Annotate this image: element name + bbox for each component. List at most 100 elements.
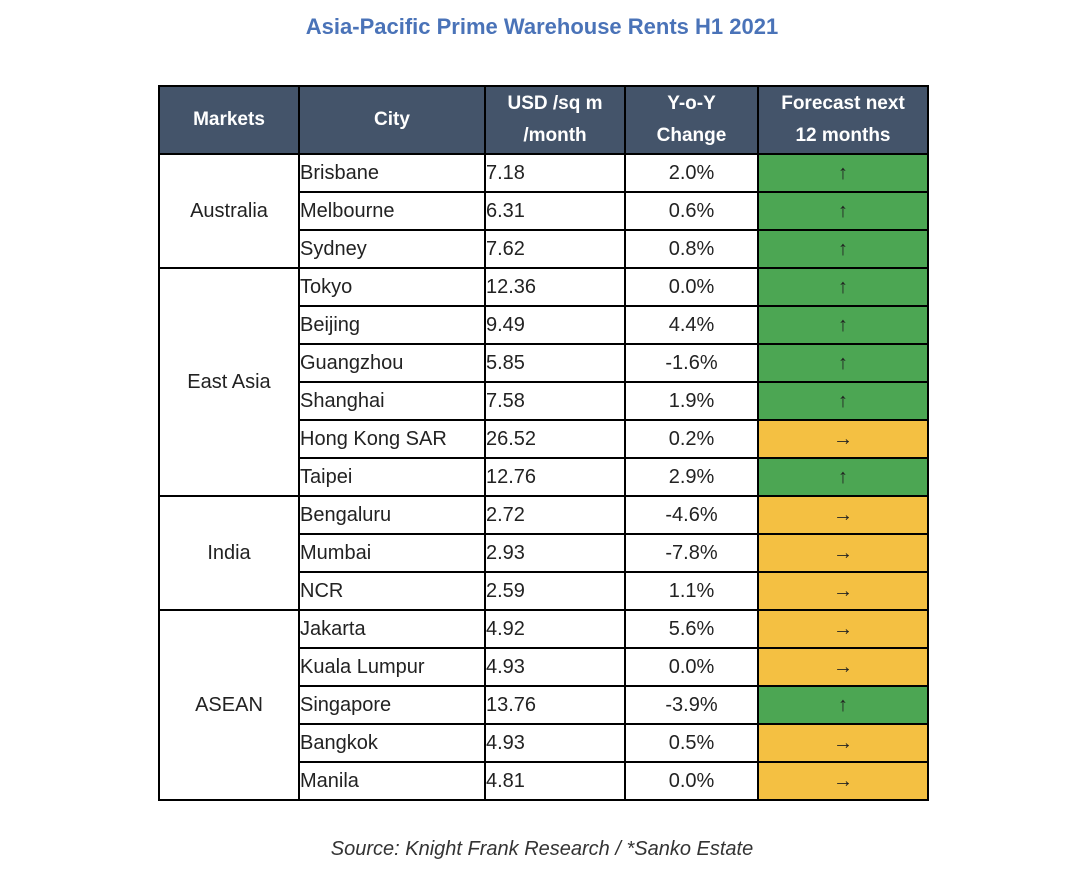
table-row: Taipei 12.76 2.9% ↑ <box>159 457 929 497</box>
forecast-arrow-cell: → <box>757 419 929 459</box>
table-row: Kuala Lumpur 4.93 0.0% → <box>159 647 929 687</box>
header-city: City <box>298 85 486 155</box>
market-cell: India <box>158 495 300 611</box>
yoy-change-cell: 0.8% <box>624 229 759 269</box>
table-row: East Asia Tokyo 12.36 0.0% ↑ <box>158 267 929 497</box>
yoy-change-cell: 0.0% <box>624 761 759 801</box>
forecast-arrow-cell: → <box>757 609 929 649</box>
city-cell: Mumbai <box>298 533 486 573</box>
header-city-label: City <box>374 109 410 130</box>
market-cell: ASEAN <box>158 609 300 801</box>
source-note: Source: Knight Frank Research / *Sanko E… <box>330 838 754 860</box>
forecast-arrow-cell: → <box>757 761 929 801</box>
city-cell: Hong Kong SAR <box>298 419 486 459</box>
forecast-arrow-cell: ↑ <box>757 191 929 231</box>
yoy-change-cell: 2.9% <box>624 457 759 497</box>
forecast-arrow-cell: ↑ <box>757 153 929 193</box>
header-rent-line1: USD /sq m <box>507 93 603 114</box>
header-yoy-line2: Change <box>656 125 727 146</box>
city-cell: Bangkok <box>298 723 486 763</box>
header-markets-label: Markets <box>193 109 265 130</box>
rent-cell: 7.18 <box>484 153 626 193</box>
table-row: Hong Kong SAR 26.52 0.2% → <box>159 419 929 459</box>
rent-cell: 9.49 <box>484 305 626 345</box>
forecast-arrow-cell: → <box>757 495 929 535</box>
yoy-change-cell: 0.2% <box>624 419 759 459</box>
city-cell: Kuala Lumpur <box>298 647 486 687</box>
yoy-change-cell: 0.5% <box>624 723 759 763</box>
rent-cell: 7.62 <box>484 229 626 269</box>
rent-cell: 12.36 <box>484 267 626 307</box>
header-rent-line2: /month <box>523 125 587 146</box>
table-body: Australia Brisbane 7.18 2.0% ↑ Melbourne 6.31 0… <box>158 153 929 801</box>
city-cell: Guangzhou <box>298 343 486 383</box>
yoy-change-cell: 0.0% <box>624 647 759 687</box>
city-cell: Brisbane <box>298 153 486 193</box>
table-row: Guangzhou 5.85 -1.6% ↑ <box>159 343 929 383</box>
warehouse-rents-table: Markets City USD /sq m /month Y-o-Y Chan… <box>158 85 929 801</box>
city-cell: Bengaluru <box>298 495 486 535</box>
rent-cell: 2.59 <box>484 571 626 611</box>
header-row: Markets City USD /sq m /month Y-o-Y Chan… <box>158 85 929 155</box>
table-row: Mumbai 2.93 -7.8% → <box>159 533 929 573</box>
city-cell: Jakarta <box>298 609 486 649</box>
rent-cell: 26.52 <box>484 419 626 459</box>
table-row: Melbourne 6.31 0.6% ↑ <box>159 191 929 231</box>
table-row: Manila 4.81 0.0% → <box>159 761 929 801</box>
city-cell: Singapore <box>298 685 486 725</box>
rent-cell: 13.76 <box>484 685 626 725</box>
table-row: Singapore 13.76 -3.9% ↑ <box>159 685 929 725</box>
forecast-arrow-cell: ↑ <box>757 685 929 725</box>
forecast-arrow-cell: → <box>757 533 929 573</box>
yoy-change-cell: 5.6% <box>624 609 759 649</box>
yoy-change-cell: -4.6% <box>624 495 759 535</box>
yoy-change-cell: -3.9% <box>624 685 759 725</box>
forecast-arrow-cell: ↑ <box>757 229 929 269</box>
forecast-arrow-cell: → <box>757 647 929 687</box>
forecast-arrow-cell: → <box>757 723 929 763</box>
rent-cell: 4.81 <box>484 761 626 801</box>
table-row: Bangkok 4.93 0.5% → <box>159 723 929 763</box>
rent-cell: 7.58 <box>484 381 626 421</box>
rent-cell: 6.31 <box>484 191 626 231</box>
rent-cell: 5.85 <box>484 343 626 383</box>
forecast-arrow-cell: ↑ <box>757 267 929 307</box>
table-row: Shanghai 7.58 1.9% ↑ <box>159 381 929 421</box>
rent-cell: 12.76 <box>484 457 626 497</box>
forecast-arrow-cell: ↑ <box>757 381 929 421</box>
table-row: Sydney 7.62 0.8% ↑ <box>159 229 929 269</box>
city-cell: Manila <box>298 761 486 801</box>
header-forecast: Forecast next 12 months <box>757 85 929 155</box>
forecast-arrow-cell: → <box>757 571 929 611</box>
table-row: Australia Brisbane 7.18 2.0% ↑ <box>158 153 929 269</box>
forecast-arrow-cell: ↑ <box>757 305 929 345</box>
table-row: India Bengaluru 2.72 -4.6% → <box>158 495 929 611</box>
city-cell: Beijing <box>298 305 486 345</box>
city-cell: Sydney <box>298 229 486 269</box>
yoy-change-cell: 0.6% <box>624 191 759 231</box>
city-cell: Taipei <box>298 457 486 497</box>
rent-cell: 2.93 <box>484 533 626 573</box>
yoy-change-cell: 4.4% <box>624 305 759 345</box>
yoy-change-cell: -1.6% <box>624 343 759 383</box>
yoy-change-cell: 0.0% <box>624 267 759 307</box>
header-markets: Markets <box>158 85 300 155</box>
yoy-change-cell: -7.8% <box>624 533 759 573</box>
forecast-arrow-cell: ↑ <box>757 457 929 497</box>
rent-cell: 4.93 <box>484 647 626 687</box>
city-cell: Tokyo <box>298 267 486 307</box>
rent-cell: 4.93 <box>484 723 626 763</box>
header-rent: USD /sq m /month <box>484 85 626 155</box>
rent-cell: 2.72 <box>484 495 626 535</box>
rent-cell: 4.92 <box>484 609 626 649</box>
table-row: Beijing 9.49 4.4% ↑ <box>159 305 929 345</box>
yoy-change-cell: 2.0% <box>624 153 759 193</box>
city-cell: NCR <box>298 571 486 611</box>
table-row: ASEAN Jakarta 4.92 5.6% → <box>158 609 929 801</box>
market-cell: East Asia <box>158 267 300 497</box>
table-row: NCR 2.59 1.1% → <box>159 571 929 611</box>
city-cell: Shanghai <box>298 381 486 421</box>
market-cell: Australia <box>158 153 300 269</box>
forecast-arrow-cell: ↑ <box>757 343 929 383</box>
header-yoy: Y-o-Y Change <box>624 85 759 155</box>
